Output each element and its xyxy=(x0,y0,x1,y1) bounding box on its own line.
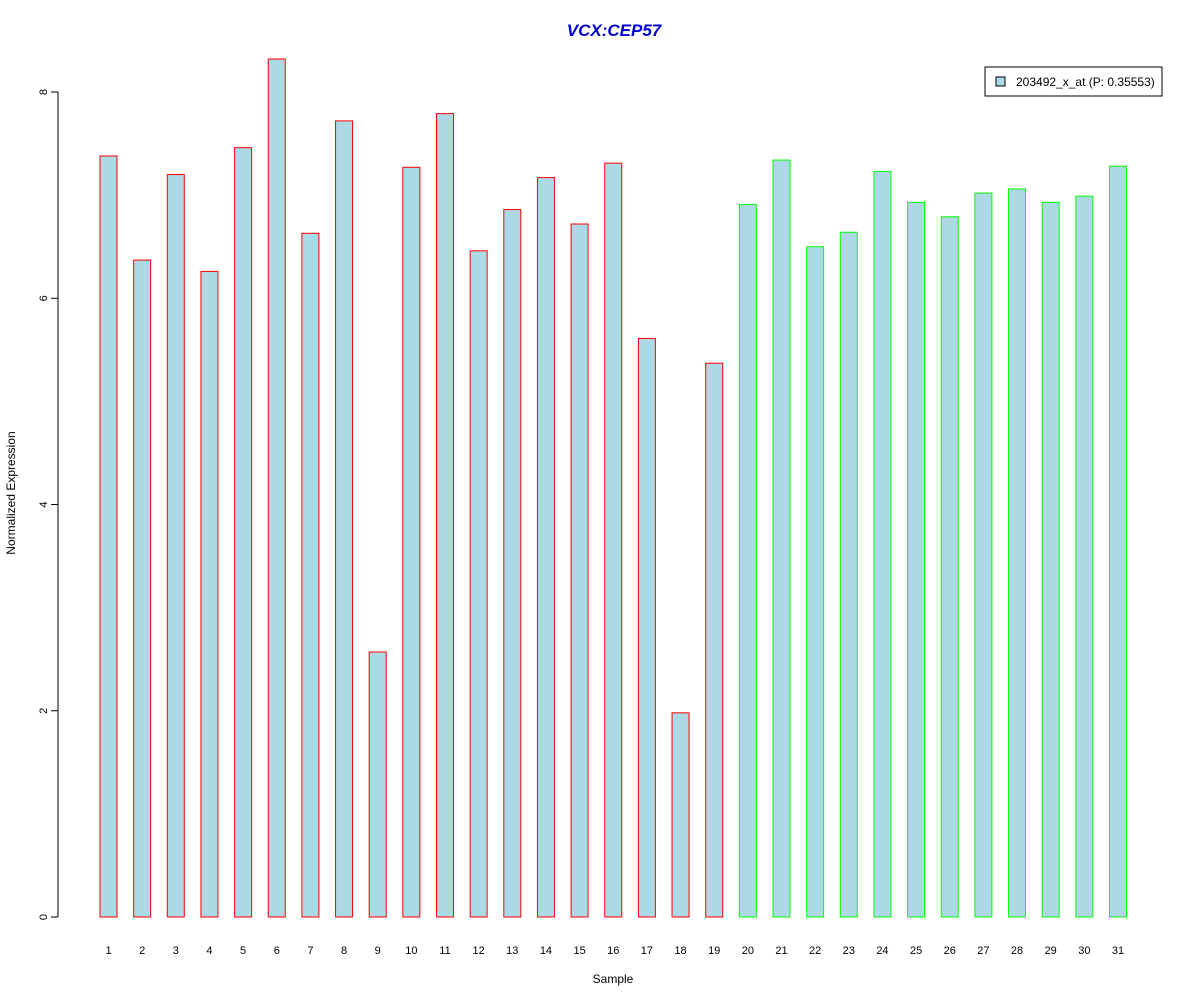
bar-sample-15 xyxy=(570,223,589,918)
bar-sample-7 xyxy=(301,232,320,918)
x-tick-label: 16 xyxy=(607,945,619,957)
bar-sample-13 xyxy=(503,209,522,918)
x-tick-labels: 1 2 3 4 5 6 7 8 9 10 11 12 13 14 15 16 17 18 19 20 21 22 23 24 2… xyxy=(105,945,1124,957)
y-tick-label: 8 xyxy=(38,89,50,95)
x-tick-label: 15 xyxy=(573,945,585,957)
x-tick-label: 24 xyxy=(876,945,888,957)
bar-sample-24 xyxy=(873,170,892,918)
bar-sample-20 xyxy=(738,203,757,918)
bar-sample-30 xyxy=(1075,195,1094,918)
bar-sample-31 xyxy=(1109,165,1127,918)
legend: 203492_x_at (P: 0.35553) xyxy=(984,66,1163,97)
x-tick-label: 25 xyxy=(910,945,922,957)
y-tick-label: 2 xyxy=(38,708,50,714)
x-tick-label: 6 xyxy=(274,945,280,957)
x-tick-label: 1 xyxy=(105,945,111,957)
bar-sample-1 xyxy=(99,155,118,918)
bar-sample-29 xyxy=(1041,201,1060,918)
x-tick-label: 8 xyxy=(341,945,347,957)
bar-sample-25 xyxy=(907,201,926,918)
bar-sample-3 xyxy=(166,174,185,918)
x-tick-label: 14 xyxy=(540,945,552,957)
x-tick-label: 9 xyxy=(375,945,381,957)
x-tick-label: 10 xyxy=(405,945,417,957)
y-tick-label: 4 xyxy=(38,501,50,507)
x-tick-label: 19 xyxy=(708,945,720,957)
x-tick-label: 26 xyxy=(944,945,956,957)
x-tick-label: 17 xyxy=(641,945,653,957)
x-tick-label: 20 xyxy=(742,945,754,957)
bar-sample-11 xyxy=(436,113,454,918)
x-tick-label: 23 xyxy=(843,945,855,957)
y-tick-label: 0 xyxy=(38,914,50,920)
y-tick-label: 6 xyxy=(38,295,50,301)
legend-swatch xyxy=(995,76,1006,87)
bar-sample-26 xyxy=(940,216,959,918)
x-tick-label: 31 xyxy=(1112,945,1124,957)
y-axis: 0 2 4 6 8 xyxy=(38,89,59,920)
x-tick-label: 7 xyxy=(307,945,313,957)
x-tick-label: 21 xyxy=(775,945,787,957)
x-tick-label: 18 xyxy=(674,945,686,957)
bar-sample-22 xyxy=(806,246,825,918)
bar-sample-23 xyxy=(839,231,858,918)
x-tick-label: 13 xyxy=(506,945,518,957)
bar-sample-17 xyxy=(637,337,656,918)
bar-sample-4 xyxy=(200,270,219,918)
bar-sample-8 xyxy=(335,120,354,918)
x-tick-label: 11 xyxy=(439,945,450,957)
x-axis-label: Sample xyxy=(593,972,634,986)
x-tick-label: 30 xyxy=(1078,945,1090,957)
bar-sample-5 xyxy=(234,147,253,918)
bar-sample-12 xyxy=(469,250,488,918)
bar-sample-2 xyxy=(133,259,152,918)
x-tick-label: 22 xyxy=(809,945,821,957)
x-tick-label: 5 xyxy=(240,945,246,957)
chart-title: VCX:CEP57 xyxy=(567,21,663,40)
bar-sample-6 xyxy=(267,58,286,918)
bar-sample-28 xyxy=(1008,188,1027,918)
bar-sample-21 xyxy=(772,159,791,918)
x-tick-label: 4 xyxy=(206,945,212,957)
y-axis-label: Normalized Expression xyxy=(4,431,18,554)
bar-sample-16 xyxy=(604,162,623,918)
bar-sample-27 xyxy=(974,192,993,918)
bar-sample-10 xyxy=(402,166,421,918)
bar-sample-9 xyxy=(368,651,387,918)
x-tick-label: 29 xyxy=(1045,945,1057,957)
legend-label: 203492_x_at (P: 0.35553) xyxy=(1016,75,1155,89)
x-tick-label: 27 xyxy=(977,945,989,957)
x-tick-label: 28 xyxy=(1011,945,1023,957)
bars xyxy=(99,58,1127,918)
legend-box xyxy=(984,66,1163,97)
bar-sample-19 xyxy=(705,362,724,918)
x-tick-label: 3 xyxy=(173,945,179,957)
bar-sample-18 xyxy=(671,712,690,918)
bar-sample-14 xyxy=(536,177,555,918)
x-tick-label: 12 xyxy=(473,945,485,957)
x-tick-label: 2 xyxy=(139,945,145,957)
